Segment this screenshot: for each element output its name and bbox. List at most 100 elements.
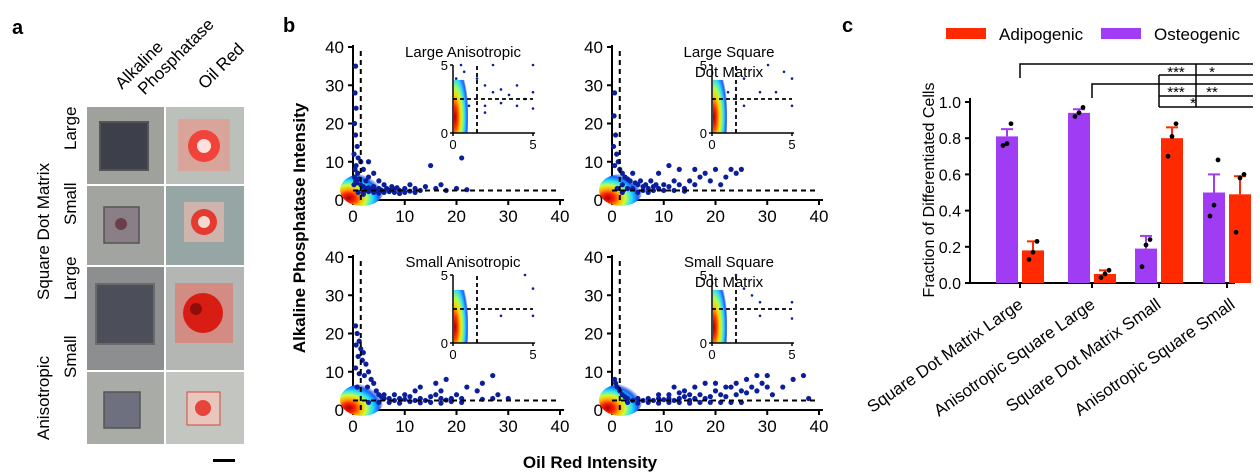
data-point [363, 178, 369, 184]
data-point [666, 162, 672, 169]
data-point [718, 182, 724, 188]
data-point [361, 372, 367, 379]
inset-y-tick-label: 0 [441, 126, 448, 141]
y-tick-label: 40 [325, 38, 344, 57]
scatter-title: Small Anisotropic [405, 254, 521, 271]
data-point [351, 151, 357, 157]
data-point [754, 372, 760, 379]
replicate-point [1233, 229, 1239, 235]
replicate-point [1076, 110, 1082, 116]
data-point [402, 396, 408, 402]
column-header-alkaline-phosphatase: AlkalinePhosphatase [111, 1, 217, 107]
y-tick-label: 30 [584, 286, 603, 305]
y-tick-label: 40 [584, 38, 603, 57]
data-point [365, 159, 372, 165]
data-point [610, 143, 617, 150]
data-point [355, 353, 361, 360]
data-point [365, 188, 372, 195]
y-tick-label: 1.0 [939, 95, 961, 112]
data-point [614, 151, 620, 157]
data-point [723, 174, 729, 180]
data-point [764, 384, 770, 390]
inset-point [491, 90, 495, 94]
data-point [697, 399, 703, 405]
x-tick-label: 10 [654, 417, 673, 436]
inset-point [483, 84, 487, 87]
data-point [428, 162, 434, 169]
y-tick-label: 0 [335, 401, 344, 420]
data-point [764, 372, 770, 379]
significance-stars: * [1209, 64, 1215, 81]
inset-y-tick-label: 5 [441, 268, 448, 283]
data-point [624, 185, 631, 192]
legend: Adipogenic Osteogenic [946, 25, 1240, 44]
x-tick-label: 30 [758, 207, 777, 226]
data-point [687, 178, 693, 184]
data-point [396, 400, 403, 406]
inset-y-tick-label: 0 [700, 126, 707, 141]
row-label-square-small: Small [61, 182, 80, 225]
data-point [630, 170, 636, 176]
replicate-point [1241, 172, 1247, 177]
y-tick-label: 20 [584, 115, 603, 134]
inset-x-tick-label: 0 [449, 137, 456, 152]
panel-b-label: b [283, 15, 295, 37]
data-point [661, 182, 667, 188]
column-header-oil-red: Oil Red [194, 39, 248, 93]
replicate-point [1215, 157, 1221, 163]
inset-point [515, 104, 519, 108]
data-point [749, 384, 755, 390]
replicate-point [1173, 121, 1179, 127]
data-point [738, 388, 744, 394]
data-point [412, 397, 418, 404]
significance-stars: *** [1167, 64, 1185, 81]
data-point [624, 395, 631, 402]
y-tick-label: 10 [325, 363, 344, 382]
y-tick-label: 0 [594, 401, 603, 420]
x-axis-label-oil-red: Oil Red Intensity [523, 453, 658, 472]
replicate-point [1000, 143, 1006, 148]
inset-y-tick-label: 5 [700, 268, 707, 283]
data-point [354, 143, 360, 150]
scatter-large-anisotropic: 0 10 20 30 40 0 10 20 30 40 Large Anisotropic 0 5 0 5 [325, 38, 569, 226]
data-point [428, 394, 434, 400]
micrograph-grid [87, 107, 244, 462]
y-tick-label: 20 [325, 115, 344, 134]
data-point [611, 90, 618, 96]
replicate-point [1143, 242, 1149, 248]
data-point [355, 155, 361, 161]
data-point [365, 174, 372, 180]
scatter-small-anisotropic: 0 10 20 30 40 0 10 20 30 40 Small Anisotropic 0 5 0 5 [325, 248, 569, 436]
inset-point [531, 63, 535, 67]
data-point [438, 182, 444, 188]
inset-density [713, 79, 727, 133]
data-point [433, 380, 439, 386]
x-tick-label: 10 [654, 207, 673, 226]
data-point [353, 105, 359, 111]
y-tick-label: 20 [325, 325, 344, 344]
data-point [666, 392, 672, 398]
data-point [666, 184, 672, 190]
replicate-point [1169, 133, 1175, 139]
data-point [364, 384, 371, 390]
data-point [681, 388, 688, 394]
data-point [718, 392, 724, 398]
data-point [687, 392, 693, 398]
data-point [459, 155, 465, 161]
data-point [697, 392, 703, 398]
data-point [443, 376, 449, 382]
replicate-point [1237, 175, 1243, 181]
data-point [360, 166, 366, 172]
data-point [728, 166, 734, 172]
y-tick-label: 0.2 [939, 240, 961, 257]
data-point [653, 182, 659, 188]
bar-osteogenic [1068, 112, 1090, 283]
data-point [363, 361, 369, 367]
inset-point [483, 111, 487, 114]
panel-c-label: c [842, 15, 853, 37]
scatter-title: Large Square [684, 44, 775, 61]
panel-a: a AlkalinePhosphatase Oil Red Square Dot… [12, 1, 248, 462]
data-point [438, 388, 444, 394]
legend-swatch-osteogenic [1101, 28, 1141, 39]
